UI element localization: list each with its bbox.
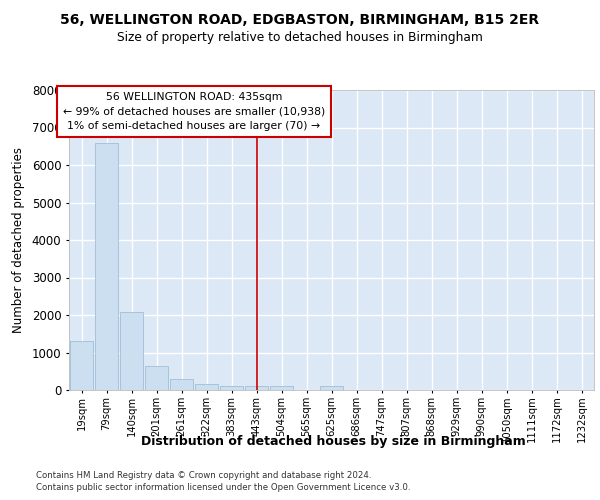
- Bar: [194, 384, 218, 390]
- Bar: [145, 366, 169, 390]
- Text: Distribution of detached houses by size in Birmingham: Distribution of detached houses by size …: [140, 434, 526, 448]
- Bar: [220, 386, 244, 390]
- Bar: [269, 386, 293, 390]
- Text: Contains public sector information licensed under the Open Government Licence v3: Contains public sector information licen…: [36, 483, 410, 492]
- Text: 56, WELLINGTON ROAD, EDGBASTON, BIRMINGHAM, B15 2ER: 56, WELLINGTON ROAD, EDGBASTON, BIRMINGH…: [61, 12, 539, 26]
- Text: Size of property relative to detached houses in Birmingham: Size of property relative to detached ho…: [117, 31, 483, 44]
- Bar: [320, 386, 343, 390]
- Y-axis label: Number of detached properties: Number of detached properties: [12, 147, 25, 333]
- Text: 56 WELLINGTON ROAD: 435sqm
← 99% of detached houses are smaller (10,938)
1% of s: 56 WELLINGTON ROAD: 435sqm ← 99% of deta…: [63, 92, 325, 132]
- Bar: [119, 312, 143, 390]
- Bar: [95, 142, 118, 390]
- Bar: [245, 386, 268, 390]
- Bar: [170, 379, 193, 390]
- Bar: [70, 340, 94, 390]
- Text: Contains HM Land Registry data © Crown copyright and database right 2024.: Contains HM Land Registry data © Crown c…: [36, 471, 371, 480]
